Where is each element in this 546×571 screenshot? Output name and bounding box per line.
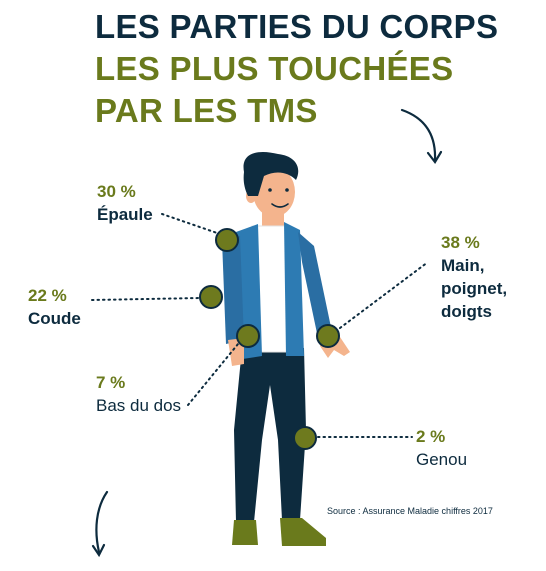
label-genou: Genou <box>416 450 468 469</box>
percent-bas-du-dos: 7 % <box>96 373 126 392</box>
leader-main <box>339 261 429 329</box>
percent-coude: 22 % <box>28 286 67 305</box>
label-main-line-1: Main, <box>441 256 485 275</box>
leader-coude <box>91 297 201 301</box>
leader-bas-du-dos <box>187 343 239 406</box>
person-illustration <box>222 151 350 546</box>
marker-main <box>316 324 340 348</box>
title-line-1: LES PARTIES DU CORPS <box>95 8 499 45</box>
legs <box>234 348 306 522</box>
title-line-2: LES PLUS TOUCHÉES <box>95 50 454 87</box>
left-hand <box>228 338 244 366</box>
label-coude: Coude <box>28 309 81 328</box>
percent-main: 38 % <box>441 233 480 252</box>
top-curved-arrow <box>400 108 443 164</box>
label-main-line-2: poignet, <box>441 279 508 298</box>
callout-coude: 22 % Coude <box>28 284 81 330</box>
percent-epaule: 30 % <box>97 182 136 201</box>
label-epaule: Épaule <box>97 205 153 224</box>
label-main-line-3: doigts <box>441 302 492 321</box>
left-arm <box>222 236 244 344</box>
face <box>253 167 295 217</box>
callout-genou: 2 % Genou <box>416 425 467 471</box>
jacket-right <box>284 222 304 356</box>
right-shoe <box>280 518 326 546</box>
label-bas-du-dos: Bas du dos <box>96 396 182 415</box>
marker-bas-du-dos <box>236 324 260 348</box>
right-arm <box>298 232 332 338</box>
marker-coude <box>199 285 223 309</box>
callout-main: 38 % Main, poignet, doigts <box>441 231 507 323</box>
title-line-3: PAR LES TMS <box>95 92 318 129</box>
left-shoe <box>232 520 258 545</box>
source-note: Source : Assurance Maladie chiffres 2017 <box>327 506 493 516</box>
hair <box>243 151 299 196</box>
percent-genou: 2 % <box>416 427 446 446</box>
marker-epaule <box>215 228 239 252</box>
callout-bas-du-dos: 7 % Bas du dos <box>96 371 181 417</box>
leader-epaule <box>161 213 221 235</box>
marker-genou <box>293 426 317 450</box>
page-title: LES PARTIES DU CORPS LES PLUS TOUCHÉES P… <box>95 6 498 132</box>
callout-epaule: 30 % Épaule <box>97 180 153 226</box>
bottom-curved-arrow <box>91 490 109 558</box>
